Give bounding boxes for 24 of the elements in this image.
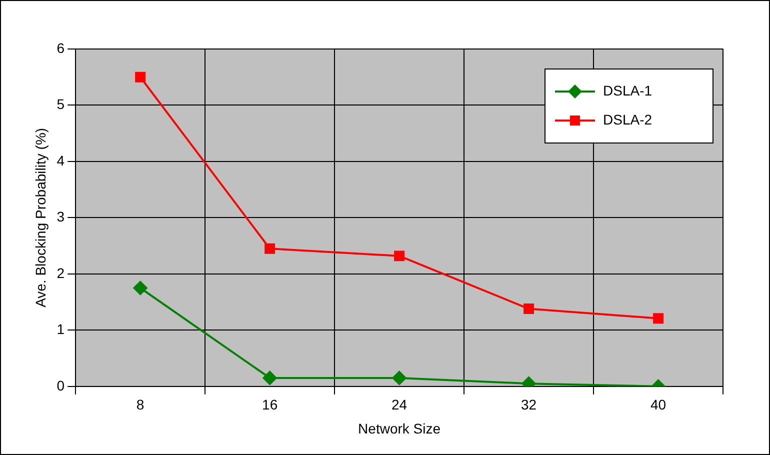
x-tick-label: 40: [650, 396, 666, 413]
point: [135, 72, 146, 82]
y-tick-label: 4: [56, 152, 65, 168]
x-tick-label: 16: [262, 396, 278, 413]
point: [264, 243, 276, 254]
legend-label: DSLA-1: [603, 82, 652, 98]
y-tick-label: 1: [56, 321, 65, 338]
x-tick-label: 8: [136, 396, 144, 413]
y-tick-label: 5: [56, 96, 65, 112]
point: [262, 370, 277, 385]
point: [524, 304, 534, 314]
y-axis-title: Ave. Blocking Probability (%): [32, 128, 48, 308]
point: [133, 280, 148, 295]
y-tick-label: 6: [56, 40, 65, 56]
point: [394, 250, 405, 262]
point: [392, 370, 406, 385]
x-tick-label: 24: [392, 396, 408, 413]
y-tick-label: 2: [56, 264, 65, 281]
legend-label: DSLA-2: [603, 111, 652, 128]
y-tick-label: 0: [56, 377, 65, 394]
y-tick-label: 3: [56, 208, 65, 225]
point: [653, 313, 664, 324]
x-tick-label: 32: [520, 396, 537, 413]
x-axis-title: Network Size: [358, 420, 441, 436]
